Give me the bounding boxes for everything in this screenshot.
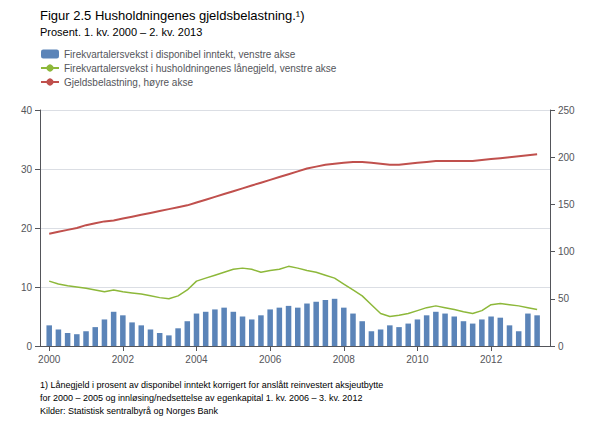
svg-text:2006: 2006 [259, 354, 282, 365]
svg-text:200: 200 [558, 152, 575, 163]
svg-text:2004: 2004 [185, 354, 208, 365]
svg-text:2010: 2010 [406, 354, 429, 365]
svg-text:2008: 2008 [333, 354, 356, 365]
svg-text:1) Lånegjeld i prosent av disp: 1) Lånegjeld i prosent av disponibel inn… [40, 380, 383, 390]
svg-text:40: 40 [21, 105, 33, 116]
svg-text:2002: 2002 [112, 354, 135, 365]
svg-text:for 2000 – 2005 og innløsing/n: for 2000 – 2005 og innløsing/nedsettelse… [40, 393, 362, 403]
svg-text:Firekvartalersvekst i husholdn: Firekvartalersvekst i husholdningenes lå… [64, 63, 337, 74]
svg-text:20: 20 [21, 223, 33, 234]
svg-text:Kilder: Statistisk sentralbyrå: Kilder: Statistisk sentralbyrå og Norges… [40, 406, 219, 416]
svg-text:150: 150 [558, 199, 575, 210]
svg-text:Firekvartalersvekst i disponib: Firekvartalersvekst i disponibel inntekt… [64, 49, 296, 60]
svg-text:100: 100 [558, 246, 575, 257]
svg-text:10: 10 [21, 282, 33, 293]
svg-text:Prosent. 1. kv. 2000 – 2. kv.: Prosent. 1. kv. 2000 – 2. kv. 2013 [40, 26, 202, 38]
svg-text:250: 250 [558, 105, 575, 116]
svg-text:50: 50 [558, 293, 570, 304]
svg-text:0: 0 [26, 341, 32, 352]
svg-text:Figur 2.5 Husholdningenes gjel: Figur 2.5 Husholdningenes gjeldsbelastni… [40, 8, 305, 23]
svg-text:2012: 2012 [480, 354, 503, 365]
svg-text:0: 0 [558, 341, 564, 352]
svg-text:2000: 2000 [38, 354, 61, 365]
svg-text:30: 30 [21, 164, 33, 175]
svg-text:Gjeldsbelastning, høyre akse: Gjeldsbelastning, høyre akse [64, 77, 193, 88]
